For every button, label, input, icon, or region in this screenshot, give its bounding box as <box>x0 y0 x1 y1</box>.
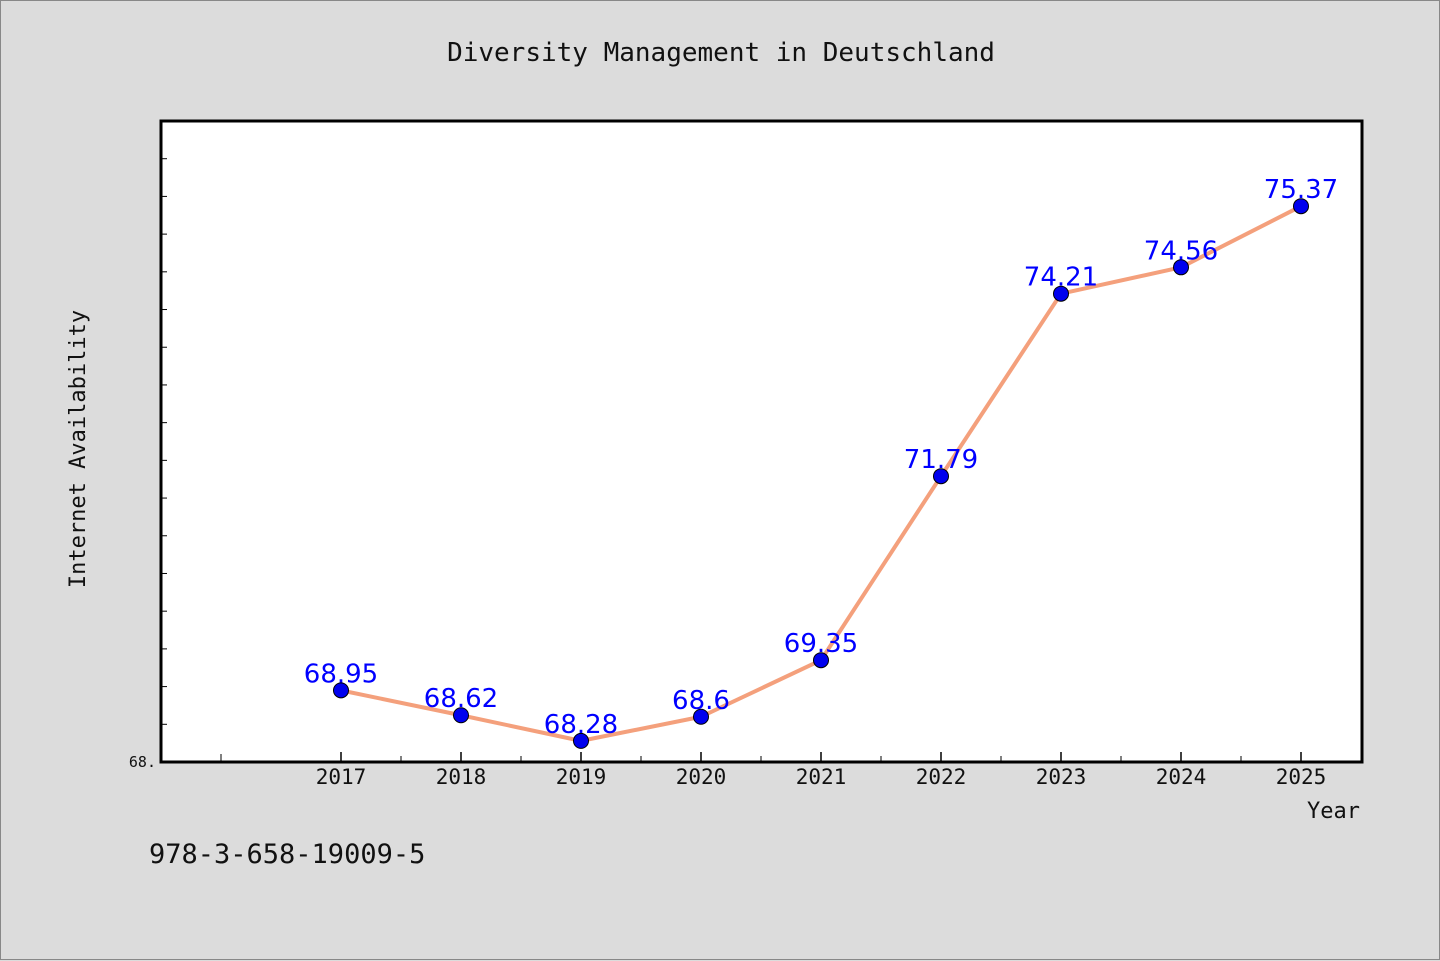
data-point <box>813 652 829 669</box>
x-tick-label: 2022 <box>916 765 967 789</box>
y-axis-ticks <box>161 158 167 725</box>
data-label: 74.56 <box>1144 236 1218 266</box>
data-point <box>1293 198 1309 215</box>
data-point <box>933 468 949 485</box>
data-label: 69.35 <box>784 629 858 659</box>
data-point <box>453 707 469 724</box>
x-tick-label: 2024 <box>1156 765 1207 789</box>
x-tick-label: 2025 <box>1276 765 1327 789</box>
data-point <box>693 708 709 725</box>
x-axis-ticks: 2017 2018 2019 2020 2021 2022 2023 2024 2025 <box>220 752 1327 789</box>
data-label: 74.21 <box>1024 263 1098 293</box>
x-tick-label: 2020 <box>676 765 727 789</box>
x-tick-label: 2023 <box>1036 765 1087 789</box>
isbn-footer: 978-3-658-19009-5 <box>149 839 425 870</box>
data-point <box>1053 285 1069 302</box>
x-tick-label: 2018 <box>436 765 487 789</box>
x-tick-label: 2017 <box>316 765 367 789</box>
x-tick-label: 2021 <box>796 765 847 789</box>
data-label: 68.6 <box>672 686 730 716</box>
data-point <box>573 732 589 749</box>
data-point <box>1173 259 1189 276</box>
data-label: 75.37 <box>1264 175 1338 205</box>
chart-title: Diversity Management in Deutschland <box>447 38 995 68</box>
y-tick-label: 68. <box>129 753 156 771</box>
x-axis-label: Year <box>1307 799 1360 824</box>
y-axis-label: Internet Availability <box>66 310 91 588</box>
data-label: 68.28 <box>544 710 618 740</box>
data-label: 71.79 <box>904 445 978 475</box>
plot-area <box>159 119 1364 764</box>
data-point <box>333 682 349 699</box>
series-layer: 68.95 68.62 68.28 68.6 69.35 71.79 74.21 74.56 7… <box>304 175 1338 749</box>
data-label: 68.62 <box>424 684 498 714</box>
x-tick-label: 2019 <box>556 765 607 789</box>
data-label: 68.95 <box>304 659 378 689</box>
